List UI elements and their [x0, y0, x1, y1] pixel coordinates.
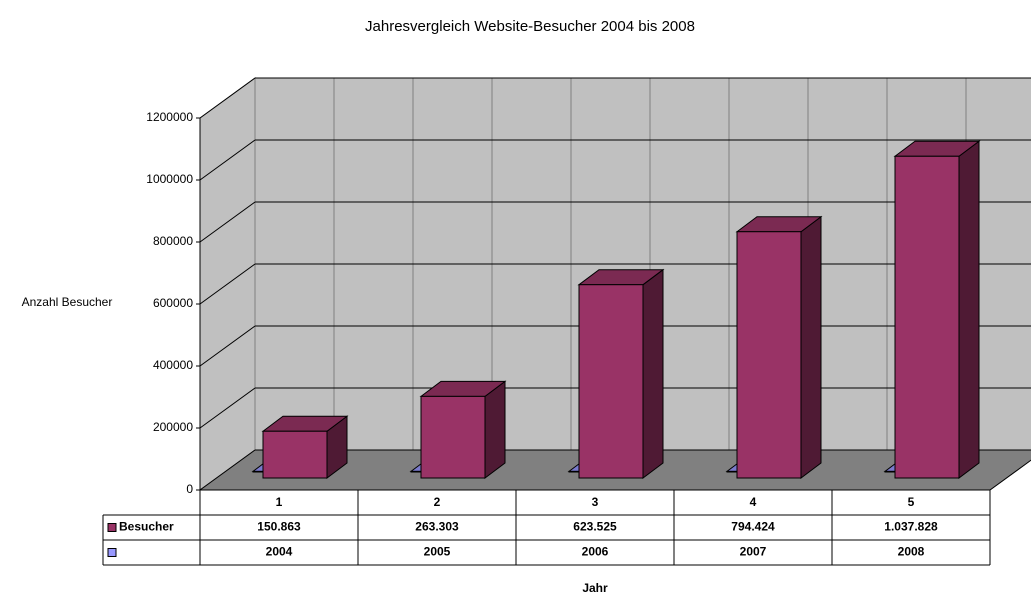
bar-side [958, 140, 980, 479]
grid-line [199, 77, 256, 119]
grid-line [199, 201, 256, 243]
y-tick-label: 800000 [153, 234, 193, 248]
table-value: 2008 [898, 545, 925, 559]
grid-line [199, 139, 256, 181]
table-value: 2007 [740, 545, 767, 559]
legend-key [107, 548, 117, 557]
grid-line [199, 263, 256, 305]
bar-side [484, 380, 506, 479]
grid-line [199, 325, 256, 367]
bar [262, 430, 328, 479]
table-value: 2004 [266, 545, 293, 559]
bar [420, 395, 486, 479]
table-value: 150.863 [257, 520, 301, 534]
y-tick-label: 600000 [153, 296, 193, 310]
bar [578, 284, 644, 479]
table-value: 1.037.828 [884, 520, 938, 534]
grid-line [199, 449, 256, 491]
y-axis-label: Anzahl Besucher [22, 295, 113, 309]
bar [736, 231, 802, 479]
x-axis-label: Jahr [582, 581, 608, 594]
table-value: 263.303 [415, 520, 459, 534]
x-tick-label: 5 [908, 495, 915, 509]
legend-key [107, 523, 117, 532]
chart-title: Jahresvergleich Website-Besucher 2004 bi… [365, 18, 695, 35]
x-tick-label: 2 [434, 495, 441, 509]
table-value: 2006 [582, 545, 609, 559]
y-tick-label: 1000000 [146, 172, 193, 186]
floor-edge [989, 459, 1031, 491]
bar [894, 155, 960, 479]
x-tick-label: 3 [592, 495, 599, 509]
y-tick-label: 1200000 [146, 110, 193, 124]
bar-side [642, 268, 664, 479]
grid-line [199, 387, 256, 429]
x-tick-label: 1 [276, 495, 283, 509]
y-tick-label: 200000 [153, 420, 193, 434]
y-tick-label: 400000 [153, 358, 193, 372]
legend-label: Besucher [119, 520, 174, 534]
table-value: 623.525 [573, 520, 617, 534]
table-value: 2005 [424, 545, 451, 559]
y-tick-label: 0 [186, 482, 193, 496]
bar-side [800, 215, 822, 479]
table-value: 794.424 [731, 520, 775, 534]
x-tick-label: 4 [750, 495, 757, 509]
